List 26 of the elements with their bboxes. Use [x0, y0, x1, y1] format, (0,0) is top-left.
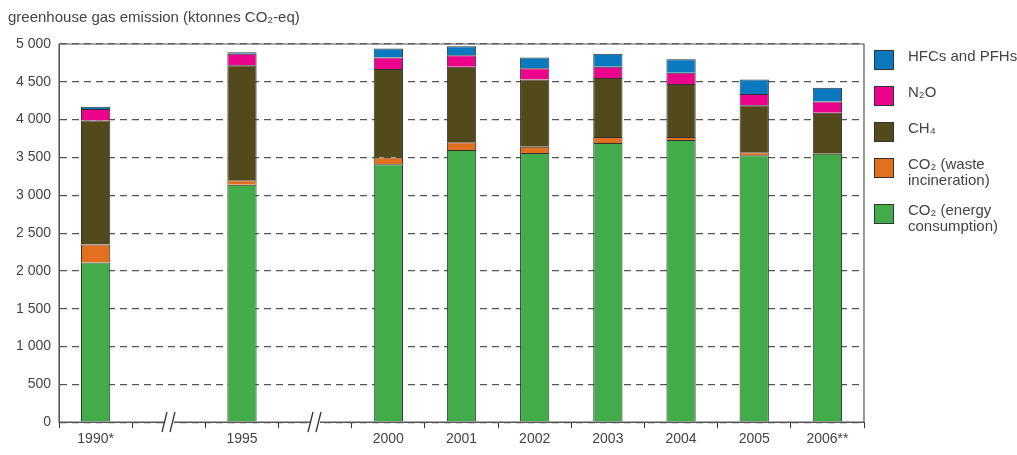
legend-label: N₂O: [908, 83, 938, 100]
x-tick-label: 2002: [519, 430, 551, 447]
legend-label: CO₂ (waste incineration): [908, 155, 991, 188]
x-tick-label: 2003: [592, 430, 624, 447]
y-tick-label: 3 500: [15, 148, 52, 165]
y-tick-label: 5 000: [15, 34, 52, 51]
y-tick-label: 4 000: [15, 110, 52, 127]
y-tick-label: 2 000: [15, 261, 52, 278]
legend-label: CO₂ (energy consumption): [908, 201, 1000, 234]
y-tick-label: 1 500: [15, 299, 52, 316]
x-tick-label: 2005: [738, 430, 771, 447]
y-tick-label: 2 500: [15, 223, 52, 240]
x-tick-label: 1995: [226, 430, 258, 447]
y-tick-label: 4 500: [15, 72, 52, 89]
x-tick-label: 2001: [445, 430, 478, 447]
y-axis-title: greenhouse gas emission (ktonnes CO₂-eq): [8, 8, 300, 25]
x-tick-label: 1990*: [77, 430, 115, 447]
y-tick-label: 1 000: [15, 337, 52, 354]
x-tick-label: 2004: [665, 430, 697, 447]
x-tick-label: 2006**: [806, 430, 849, 447]
legend-label: HFCs and PFHs: [908, 47, 1017, 64]
x-tick-label: 2000: [372, 430, 405, 447]
y-tick-label: 0: [43, 413, 52, 430]
legend-label: CH₄: [908, 119, 937, 136]
y-tick-label: 500: [27, 375, 52, 392]
y-tick-label: 3 000: [15, 186, 52, 203]
